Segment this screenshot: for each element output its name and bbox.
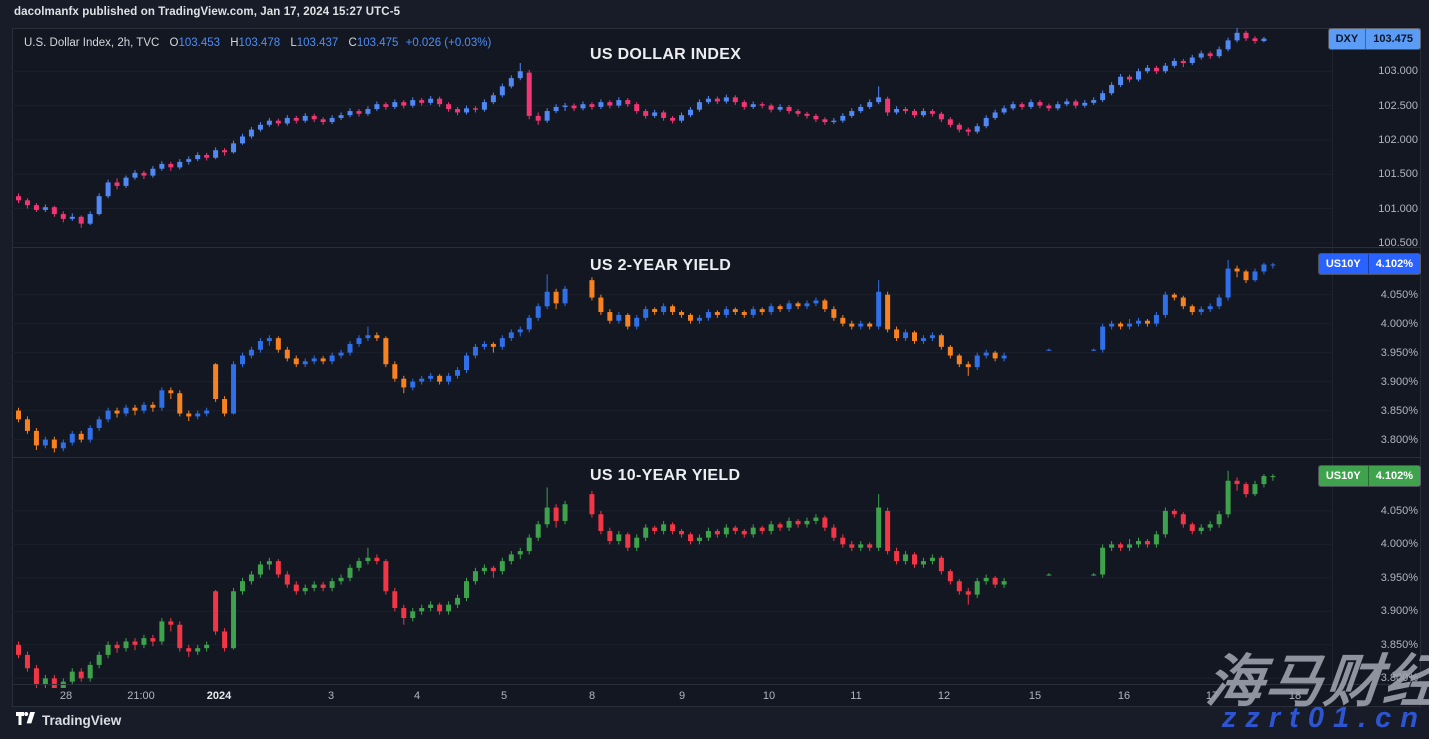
last-price-badge: US10Y 4.102% — [1318, 254, 1420, 275]
legend-low-value: 103.437 — [296, 37, 339, 49]
time-axis-label: 11 — [850, 690, 862, 702]
time-axis-label: 5 — [500, 690, 508, 702]
last-price-badge: US10Y 4.102% — [1318, 466, 1420, 487]
watermark-url: zzrt01.cn — [1221, 702, 1427, 734]
legend-change: +0.026 (+0.03%) — [405, 37, 492, 49]
y-tick-label: 3.850% — [1380, 404, 1418, 417]
panel-title: US DOLLAR INDEX — [590, 46, 742, 63]
time-axis[interactable]: 28 21:00 2024 3 4 5 8 9 10 11 12 15 16 17 18 — [12, 684, 1421, 707]
y-tick-label: 4.050% — [1380, 288, 1418, 301]
y-tick-label: 100.500 — [1378, 236, 1418, 249]
panel-separator-2[interactable] — [12, 457, 1421, 458]
legend-symbol: U.S. Dollar Index, 2h, TVC — [24, 37, 160, 49]
y-tick-label: 4.000% — [1380, 538, 1418, 551]
legend-open-label: O — [169, 37, 179, 49]
y-tick-label: 3.800% — [1380, 433, 1418, 446]
y-tick-label: 4.050% — [1380, 504, 1418, 517]
time-axis-label: 2024 — [206, 690, 232, 702]
y-tick-label: 3.900% — [1380, 375, 1418, 388]
panel-separator-1[interactable] — [12, 247, 1421, 248]
time-axis-label: 10 — [762, 690, 776, 702]
time-axis-label: 17 — [1205, 690, 1219, 702]
footer-brand-text: TradingView — [42, 713, 122, 728]
badge-symbol: US10Y — [1319, 466, 1369, 487]
y-tick-label: 4.000% — [1380, 317, 1418, 330]
time-axis-label: 9 — [678, 690, 686, 702]
chart-frame — [12, 28, 1421, 707]
y-tick-label: 3.900% — [1380, 605, 1418, 618]
panel-title: US 10-YEAR YIELD — [590, 467, 741, 484]
time-axis-label: 3 — [327, 690, 335, 702]
price-scale-divider — [1332, 28, 1333, 684]
y-tick-label: 3.800% — [1380, 672, 1418, 685]
legend-close-value: 103.475 — [356, 37, 399, 49]
y-tick-label: 3.850% — [1380, 638, 1418, 651]
y-tick-label: 101.000 — [1378, 202, 1418, 215]
legend-low-label: L — [290, 37, 297, 49]
badge-value: 4.102% — [1375, 470, 1413, 483]
panel-title: US 2-YEAR YIELD — [590, 257, 732, 274]
y-tick-label: 102.000 — [1378, 133, 1418, 146]
badge-value: 103.475 — [1373, 32, 1413, 45]
y-tick-label: 102.500 — [1378, 99, 1418, 112]
tradingview-logo-icon — [16, 712, 35, 725]
candlestick-chart-area[interactable] — [12, 28, 1332, 688]
time-axis-label: 8 — [588, 690, 596, 702]
legend-close-label: C — [348, 37, 357, 49]
y-tick-label: 3.950% — [1380, 571, 1418, 584]
ohlc-legend: U.S. Dollar Index, 2h, TVC O103.453 H103… — [24, 37, 491, 49]
badge-symbol: DXY — [1329, 28, 1367, 49]
time-axis-label: 28 — [59, 690, 73, 702]
publish-header: dacolmanfx published on TradingView.com,… — [14, 6, 401, 18]
last-price-badge: DXY 103.475 — [1328, 28, 1420, 49]
badge-symbol: US10Y — [1319, 254, 1369, 275]
time-axis-label: 21:00 — [127, 690, 155, 702]
legend-high-label: H — [230, 37, 239, 49]
time-axis-label: 18 — [1288, 690, 1302, 702]
badge-value: 4.102% — [1375, 258, 1413, 271]
legend-open-value: 103.453 — [178, 37, 221, 49]
y-tick-label: 3.950% — [1380, 346, 1418, 359]
y-tick-label: 101.500 — [1378, 168, 1418, 181]
legend-high-value: 103.478 — [238, 37, 281, 49]
time-axis-label: 12 — [937, 690, 951, 702]
time-axis-label: 16 — [1117, 690, 1131, 702]
time-axis-label: 4 — [413, 690, 421, 702]
y-tick-label: 103.000 — [1378, 65, 1418, 78]
time-axis-label: 15 — [1028, 690, 1042, 702]
footer-brand-link[interactable]: TradingView — [16, 712, 121, 729]
